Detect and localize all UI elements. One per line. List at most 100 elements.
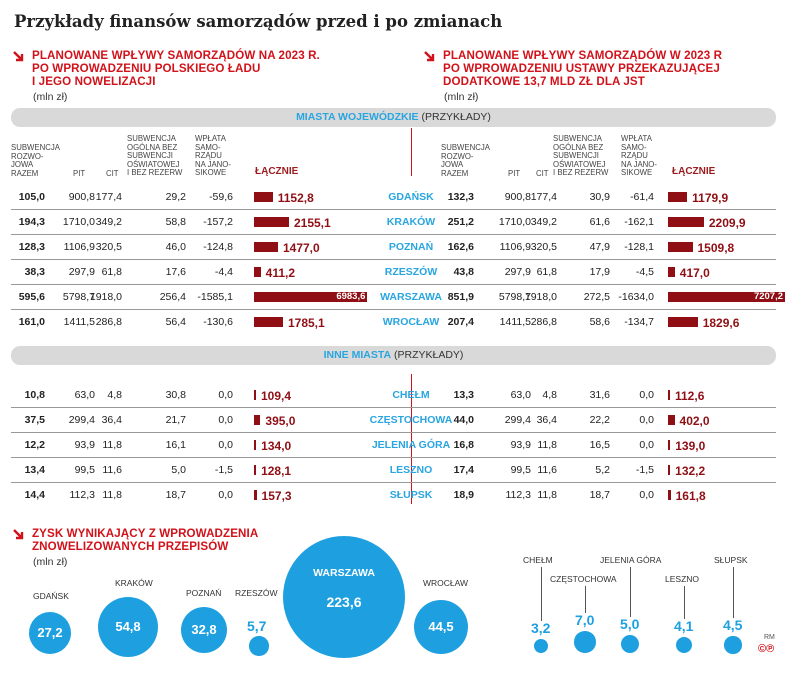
bar-after-label: 1179,9 — [692, 191, 729, 205]
bar-after-label: 402,0 — [679, 414, 710, 428]
bubble-value: 7,0 — [575, 612, 595, 629]
bar-before-label: 1785,1 — [287, 316, 325, 330]
cell-before: 1710,0 — [62, 216, 95, 228]
cell-after: 0,0 — [639, 389, 654, 401]
cell-after: 162,6 — [447, 241, 474, 253]
bar-after-label: 2209,9 — [708, 216, 746, 230]
city-label: LESZNO — [389, 464, 433, 476]
cell-before: 286,8 — [95, 316, 122, 328]
bubble-value: 32,8 — [191, 622, 217, 637]
bar-after — [668, 217, 704, 227]
cell-before: 1411,5 — [63, 316, 95, 328]
cell-after: 900,8 — [504, 191, 531, 203]
cell-after: 16,8 — [453, 439, 474, 451]
bar-before — [254, 242, 278, 252]
cell-before: 29,2 — [165, 191, 186, 203]
bar-before — [254, 465, 257, 475]
table-row: 37,5 299,4 36,4 21,7 0,0 44,0 299,4 36,4 22,2 0,0… — [0, 409, 788, 431]
city-label: SŁUPSK — [389, 489, 433, 501]
cell-before: 14,4 — [24, 489, 45, 501]
cell-before: 320,5 — [95, 241, 122, 253]
cell-before: 112,3 — [69, 489, 96, 501]
bar-after — [668, 465, 671, 475]
bar-before — [254, 317, 283, 327]
bubble — [675, 636, 693, 654]
cell-before: 12,2 — [24, 439, 45, 451]
cell-after: 31,6 — [589, 389, 610, 401]
bar-before-label: 134,0 — [261, 439, 292, 453]
left-unit: (mln zł) — [33, 91, 68, 103]
cell-before: 105,0 — [18, 191, 45, 203]
cell-before: -157,2 — [203, 216, 233, 228]
cell-before: 21,7 — [165, 414, 186, 426]
cell-after: 5,2 — [595, 464, 610, 476]
cell-after: -162,1 — [624, 216, 654, 228]
cell-before: -124,8 — [203, 241, 233, 253]
cell-before: 37,5 — [24, 414, 45, 426]
cell-after: 93,9 — [510, 439, 531, 451]
bar-before — [254, 490, 257, 500]
bubble-category-label: JELENIA GÓRA — [600, 555, 662, 565]
bar-before-label: 395,0 — [265, 414, 296, 428]
bubble — [620, 634, 640, 654]
cell-after: -134,7 — [624, 316, 654, 328]
bar-after — [668, 267, 675, 277]
bubble-value: 5,0 — [620, 615, 640, 632]
cell-before: 63,0 — [74, 389, 95, 401]
city-label: WROCŁAW — [382, 316, 440, 328]
cell-after: -4,5 — [635, 266, 654, 278]
cell-after: 286,8 — [530, 316, 557, 328]
bubble — [574, 631, 596, 653]
bubble — [724, 636, 742, 654]
cell-before: 256,4 — [159, 291, 186, 303]
cell-before: 5,0 — [171, 464, 186, 476]
cell-before: 11,8 — [102, 489, 122, 501]
cell-before: 128,3 — [18, 241, 45, 253]
row-separator — [11, 482, 776, 483]
bubble-category-label: GDAŃSK — [33, 591, 69, 601]
cell-after: 30,9 — [589, 191, 610, 203]
table-row: 105,0 900,8 177,4 29,2 -59,6 132,3 900,8 177,4 3… — [0, 186, 788, 208]
cell-before: -1585,1 — [197, 291, 233, 303]
cell-before: 1106,9 — [63, 241, 95, 253]
bubble-stem — [541, 567, 542, 621]
cell-before: 177,4 — [95, 191, 122, 203]
cell-after: 1918,0 — [524, 291, 557, 303]
divider — [411, 128, 412, 176]
bar-before — [254, 192, 273, 202]
cell-before: 93,9 — [74, 439, 95, 451]
col-lacznie: ŁĄCZNIE — [672, 166, 716, 177]
band-subtitle: (PRZYKŁADY) — [391, 349, 464, 361]
right-header: PLANOWANE WPŁYWY SAMORZĄDÓW W 2023 R PO … — [443, 49, 722, 88]
band-title: INNE MIASTA — [323, 349, 392, 361]
table-row: 10,8 63,0 4,8 30,8 0,0 13,3 63,0 4,8 31,6 0,0 CHEŁ… — [0, 384, 788, 406]
cell-after: 297,9 — [504, 266, 531, 278]
cell-after: 272,5 — [583, 291, 610, 303]
cell-after: 17,9 — [589, 266, 610, 278]
bar-after — [668, 415, 675, 425]
cell-after: 61,8 — [536, 266, 557, 278]
table-row: 12,2 93,9 11,8 16,1 0,0 16,8 93,9 11,8 16,5 0,0 JE… — [0, 434, 788, 456]
cell-after: -1634,0 — [618, 291, 654, 303]
bubble-value: 4,1 — [674, 617, 694, 634]
row-separator — [11, 432, 776, 433]
bubble-stem — [630, 567, 631, 617]
bar-before — [254, 415, 261, 425]
band-inne-miasta: INNE MIASTA (PRZYKŁADY) — [11, 346, 776, 365]
cell-after: 63,0 — [510, 389, 531, 401]
bubble-category-label: WARSZAWA — [313, 567, 375, 579]
row-separator — [11, 407, 776, 408]
cell-before: -130,6 — [203, 316, 233, 328]
col-subwencja: SUBWENCJA ROZWO- JOWA RAZEM — [441, 143, 490, 178]
cell-after: 207,4 — [447, 316, 474, 328]
row-separator — [11, 234, 776, 235]
col-wplata: WPŁATA SAMO- RZĄDU NA JANO- SIKOWE — [621, 134, 657, 178]
bubble — [97, 596, 159, 658]
cell-before: 1918,0 — [89, 291, 122, 303]
bar-after-label: 161,8 — [675, 489, 706, 503]
bar-before — [254, 217, 289, 227]
cell-before: 0,0 — [218, 414, 233, 426]
bar-before — [254, 292, 368, 302]
bar-before — [254, 390, 256, 400]
cell-after: 349,2 — [530, 216, 557, 228]
